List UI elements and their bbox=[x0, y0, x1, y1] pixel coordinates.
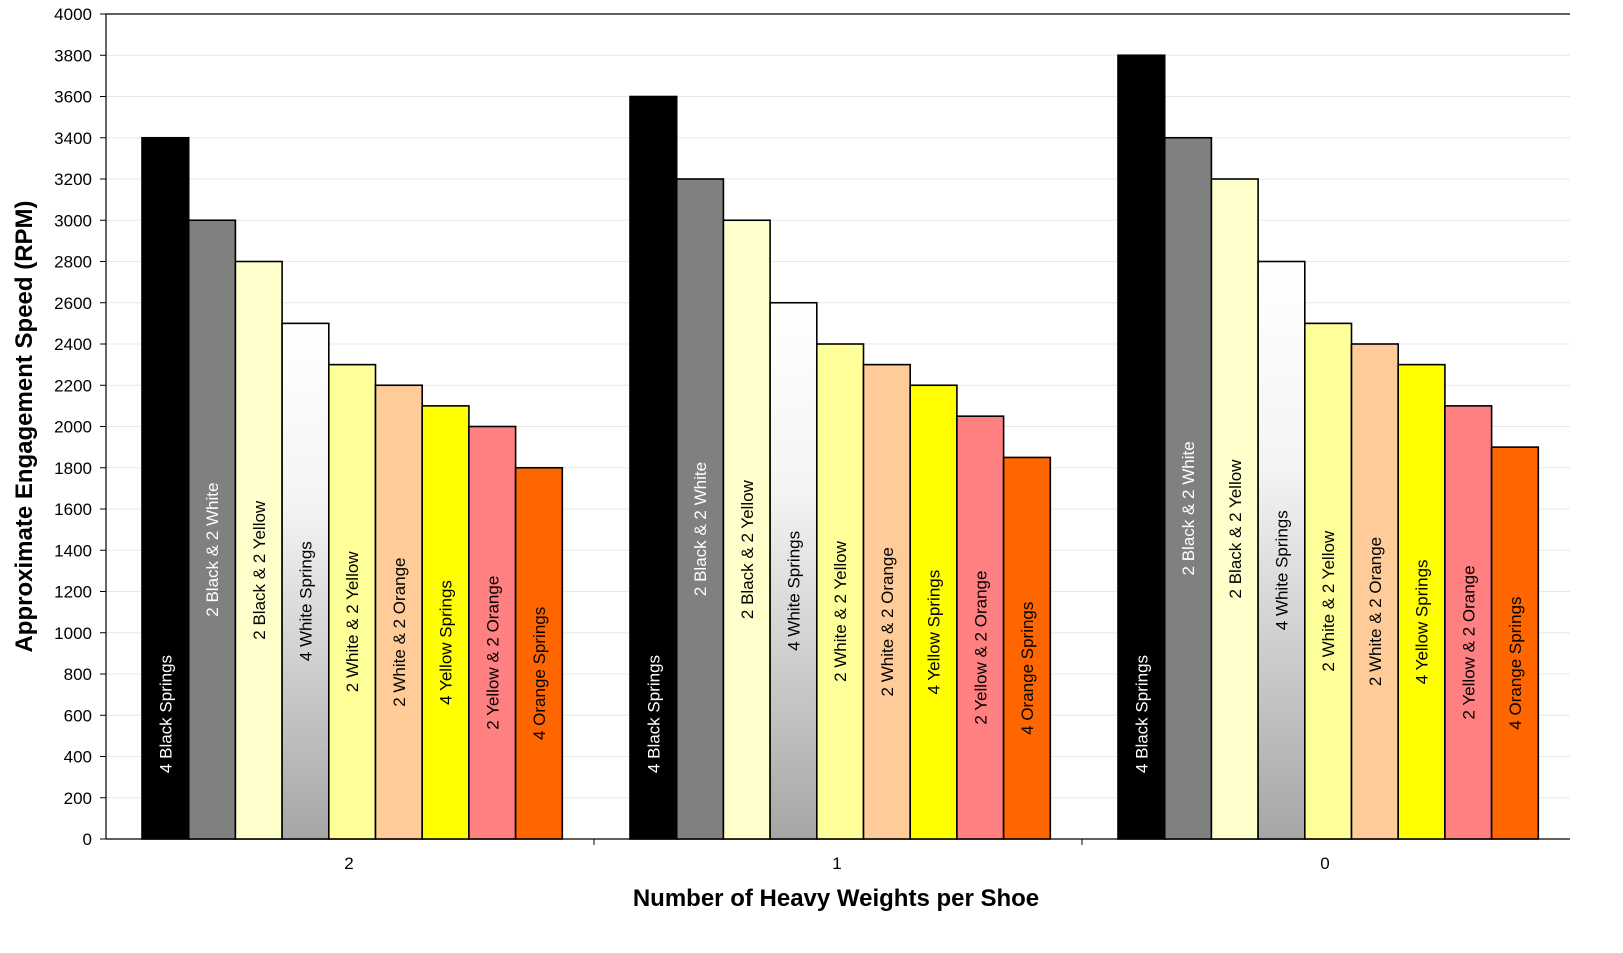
bar bbox=[629, 95, 678, 840]
y-tick-label: 3600 bbox=[54, 88, 92, 107]
y-tick-label: 1000 bbox=[54, 624, 92, 643]
bar-label: 2 Black & 2 Yellow bbox=[250, 500, 269, 640]
bar bbox=[675, 178, 725, 840]
bar-label: 2 Black & 2 Yellow bbox=[738, 479, 757, 619]
bar bbox=[862, 363, 912, 840]
bar-label: 2 Black & 2 White bbox=[691, 462, 710, 596]
bar-label: 2 White & 2 Orange bbox=[878, 547, 897, 696]
bar bbox=[956, 415, 1005, 840]
y-tick-label: 3800 bbox=[54, 46, 92, 65]
bar bbox=[234, 260, 283, 840]
bar bbox=[1210, 178, 1259, 840]
y-tick-label: 3200 bbox=[54, 170, 92, 189]
bar-label: 4 Yellow Springs bbox=[437, 580, 456, 705]
bar-label: 4 Orange Springs bbox=[1018, 602, 1037, 735]
y-tick-label: 1200 bbox=[54, 583, 92, 602]
y-tick-label: 200 bbox=[64, 789, 92, 808]
y-tick-label: 4000 bbox=[54, 5, 92, 24]
bar bbox=[421, 405, 470, 840]
bar bbox=[1444, 405, 1493, 840]
bar-label: 2 White & 2 Orange bbox=[390, 557, 409, 706]
bar bbox=[281, 322, 330, 840]
y-tick-label: 800 bbox=[64, 665, 92, 684]
x-axis-title: Number of Heavy Weights per Shoe bbox=[633, 885, 1039, 912]
bars bbox=[141, 54, 1540, 840]
bar-label: 4 Orange Springs bbox=[1506, 596, 1525, 729]
bar bbox=[1002, 456, 1052, 840]
bar-label: 4 Black Springs bbox=[644, 655, 663, 773]
bar bbox=[514, 466, 564, 840]
bar bbox=[815, 343, 865, 840]
y-tick-label: 1600 bbox=[54, 500, 92, 519]
y-tick-label: 2000 bbox=[54, 418, 92, 437]
y-tick-label: 3000 bbox=[54, 211, 92, 230]
bar bbox=[374, 384, 424, 840]
bar-label: 4 Yellow Springs bbox=[1413, 559, 1432, 684]
y-tick-label: 2400 bbox=[54, 335, 92, 354]
bar-label: 2 White & 2 Yellow bbox=[1319, 530, 1338, 672]
bar bbox=[1490, 446, 1540, 840]
bar bbox=[1350, 343, 1400, 840]
bar-label: 2 Black & 2 Yellow bbox=[1226, 459, 1245, 599]
bar bbox=[187, 219, 237, 840]
bar bbox=[1304, 322, 1353, 840]
bar-label: 2 White & 2 Orange bbox=[1366, 537, 1385, 686]
x-tick-label: 2 bbox=[344, 854, 353, 873]
bar-label: 4 White Springs bbox=[1272, 510, 1291, 630]
bar bbox=[468, 425, 517, 840]
y-axis-title: Approximate Engagement Speed (RPM) bbox=[11, 200, 38, 652]
bar-label: 4 Black Springs bbox=[156, 655, 175, 773]
bar-label: 2 Black & 2 White bbox=[1179, 441, 1198, 575]
x-tick-label: 0 bbox=[1320, 854, 1329, 873]
tick-labels: 0 200 400 600 800 1000 1200 1400 1600 1800 2000 220… bbox=[54, 5, 1330, 873]
bar bbox=[1117, 54, 1166, 840]
bar-label: 2 White & 2 Yellow bbox=[831, 540, 850, 682]
y-tick-label: 1800 bbox=[54, 459, 92, 478]
bar-label: 2 Yellow & 2 Orange bbox=[971, 571, 990, 725]
bar-label: 2 Yellow & 2 Orange bbox=[1459, 565, 1478, 719]
bar bbox=[722, 219, 771, 840]
bar bbox=[1163, 136, 1213, 840]
y-tick-label: 2200 bbox=[54, 376, 92, 395]
bar-label: 2 White & 2 Yellow bbox=[343, 551, 362, 693]
y-tick-label: 2600 bbox=[54, 294, 92, 313]
bar-label: 4 Yellow Springs bbox=[925, 570, 944, 695]
y-tick-label: 0 bbox=[83, 830, 92, 849]
y-tick-label: 2800 bbox=[54, 253, 92, 272]
bar bbox=[769, 301, 818, 840]
bar-label: 2 Black & 2 White bbox=[203, 483, 222, 617]
bar-label: 4 White Springs bbox=[296, 541, 315, 661]
bar bbox=[909, 384, 958, 840]
bar-label: 4 Orange Springs bbox=[530, 607, 549, 740]
bar-labels: 4 Black Springs 2 Black & 2 White 2 Black … bbox=[156, 441, 1525, 773]
y-tick-label: 1400 bbox=[54, 541, 92, 560]
y-tick-label: 400 bbox=[64, 748, 92, 767]
y-tick-label: 3400 bbox=[54, 129, 92, 148]
bar-label: 4 Black Springs bbox=[1132, 655, 1151, 773]
bar-label: 4 White Springs bbox=[784, 531, 803, 651]
bar-label: 2 Yellow & 2 Orange bbox=[483, 576, 502, 730]
bar bbox=[327, 363, 377, 840]
bar bbox=[1397, 363, 1446, 840]
y-tick-label: 600 bbox=[64, 706, 92, 725]
x-tick-label: 1 bbox=[832, 854, 841, 873]
